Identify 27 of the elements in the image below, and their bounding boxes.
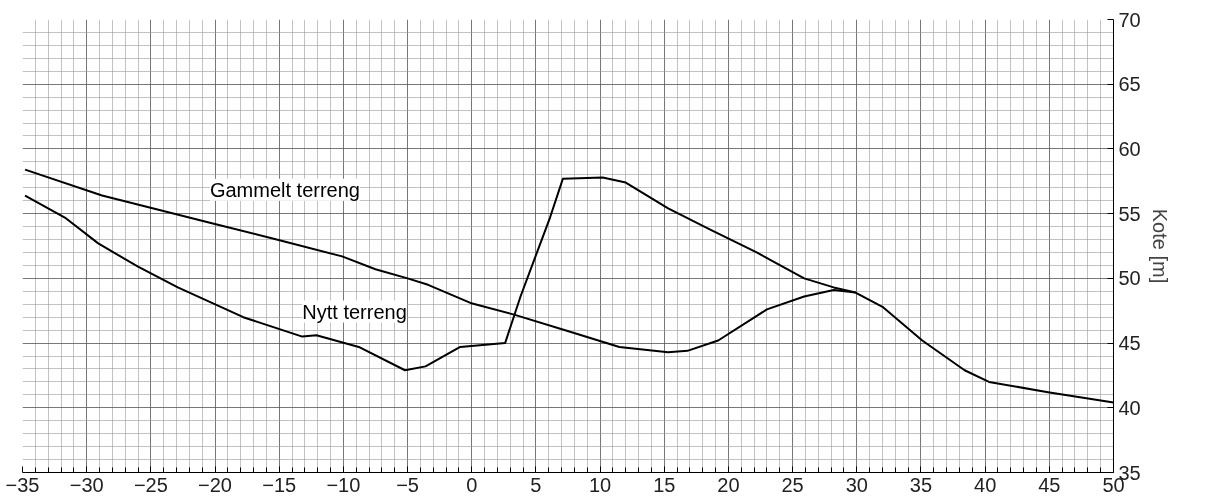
y-axis-title: Kote [m]: [1148, 208, 1171, 284]
y-tick-label: 65: [1118, 73, 1141, 96]
x-tick-label: 15: [653, 473, 676, 496]
series-label: Nytt terreng: [302, 300, 407, 323]
x-tick-label: 25: [781, 473, 804, 496]
x-tick-label: −15: [262, 473, 297, 496]
x-tick-label: −30: [69, 473, 104, 496]
y-tick-label: 70: [1118, 8, 1141, 31]
y-tick-label: 60: [1118, 137, 1141, 160]
x-tick-label: −5: [396, 473, 419, 496]
x-tick-label: −35: [5, 473, 40, 496]
y-tick-label: 45: [1118, 332, 1141, 355]
x-tick-label: −10: [326, 473, 361, 496]
x-tick-label: 45: [1038, 473, 1061, 496]
series-label: Gammelt terreng: [209, 178, 360, 201]
x-tick-label: 40: [974, 473, 997, 496]
y-tick-label: 50: [1118, 267, 1141, 290]
x-tick-label: 0: [466, 473, 478, 496]
x-tick-label: 35: [909, 473, 933, 496]
y-tick-label: 55: [1118, 202, 1141, 225]
x-tick-label: −25: [133, 473, 168, 496]
x-tick-label: 5: [530, 473, 542, 496]
x-tick-label: 30: [845, 473, 868, 496]
x-tick-label: −20: [198, 473, 232, 496]
x-tick-label: 20: [717, 473, 740, 496]
x-tick-label: 10: [588, 473, 612, 496]
y-tick-label: 40: [1118, 396, 1141, 419]
